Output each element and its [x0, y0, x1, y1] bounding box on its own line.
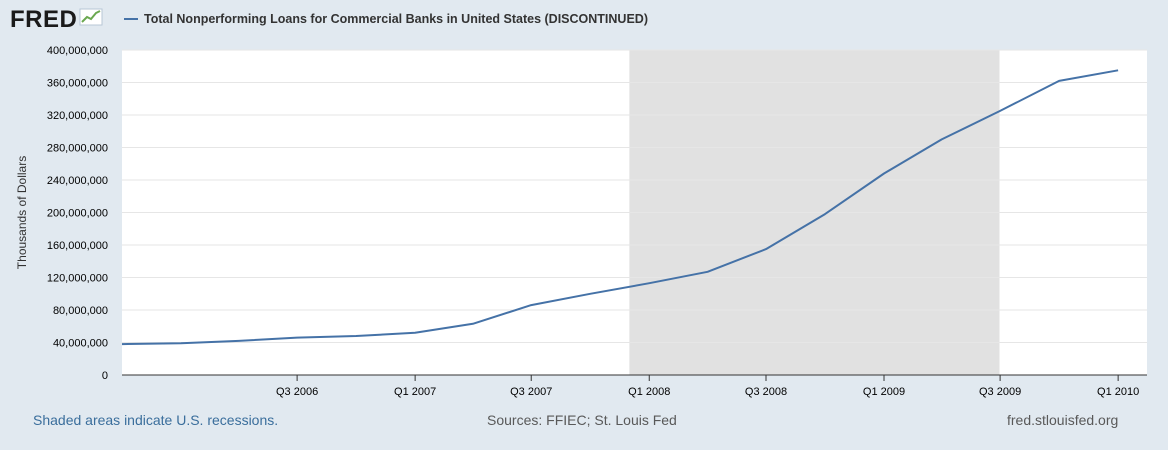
x-tick-label: Q1 2007 [394, 386, 436, 398]
sources-text: Sources: FFIEC; St. Louis Fed [487, 412, 677, 428]
recession-note[interactable]: Shaded areas indicate U.S. recessions. [33, 412, 279, 428]
site-link[interactable]: fred.stlouisfed.org [1007, 412, 1119, 428]
y-tick-label: 240,000,000 [47, 175, 108, 187]
x-tick-label: Q3 2006 [276, 386, 318, 398]
y-tick-label: 360,000,000 [47, 78, 108, 90]
chart-legend: Total Nonperforming Loans for Commercial… [124, 12, 648, 26]
chart-line-icon [79, 6, 103, 34]
y-tick-label: 320,000,000 [47, 110, 108, 122]
x-tick-label: Q3 2007 [510, 386, 552, 398]
y-tick-label: 80,000,000 [53, 305, 108, 317]
series-title: Total Nonperforming Loans for Commercial… [144, 12, 648, 26]
fred-logo-text: FRED [10, 6, 78, 33]
y-tick-label: 0 [102, 370, 108, 382]
y-tick-label: 400,000,000 [47, 45, 108, 57]
y-tick-label: 120,000,000 [47, 273, 108, 285]
y-tick-label: 40,000,000 [53, 338, 108, 350]
series-line [121, 69, 1119, 346]
y-tick-label: 200,000,000 [47, 208, 108, 220]
x-tick-label: Q3 2009 [979, 386, 1021, 398]
y-tick-label: 160,000,000 [47, 240, 108, 252]
y-tick-label: 280,000,000 [47, 143, 108, 155]
legend-swatch [124, 18, 138, 20]
x-tick-label: Q1 2009 [863, 386, 905, 398]
x-tick-label: Q3 2008 [745, 386, 787, 398]
x-tick-label: Q1 2010 [1097, 386, 1139, 398]
fred-logo[interactable]: FRED [10, 6, 103, 34]
y-axis-label: Thousands of Dollars [15, 156, 29, 269]
x-tick-label: Q1 2008 [628, 386, 670, 398]
